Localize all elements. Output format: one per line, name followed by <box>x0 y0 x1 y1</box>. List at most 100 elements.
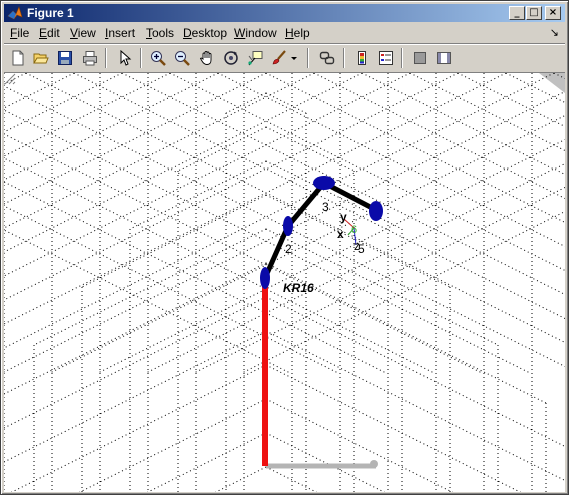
rotate-3d-button[interactable] <box>220 48 242 68</box>
zoom-out-icon <box>175 51 190 66</box>
new-figure-button[interactable] <box>7 48 29 68</box>
grid-line <box>265 466 318 492</box>
grid-line <box>313 73 565 200</box>
joint-3-label: 3 <box>322 200 329 214</box>
menu-insert[interactable]: Insert <box>105 26 136 40</box>
figure-canvas[interactable]: KR16 2 3 5 y x z 6 <box>4 72 565 492</box>
legend-button[interactable] <box>375 48 397 68</box>
new-figure-icon <box>12 50 24 66</box>
robot-link-2 <box>286 181 326 228</box>
shadow-joint <box>370 460 378 468</box>
menu-view[interactable]: View <box>70 26 96 40</box>
grid-line <box>4 73 507 325</box>
link-plot-button[interactable] <box>316 48 338 68</box>
figure-toolbar <box>4 43 565 72</box>
show-plot-tools-button[interactable] <box>433 48 455 68</box>
grid-line <box>457 73 565 128</box>
grid-line <box>146 432 267 492</box>
print-icon <box>83 51 97 66</box>
grid-line <box>4 73 27 85</box>
hide-plot-tools-icon <box>414 52 426 64</box>
grid-line <box>214 466 267 492</box>
colorbar-icon <box>358 51 366 65</box>
menu-file[interactable]: File <box>10 26 30 40</box>
brush-dropdown-button[interactable] <box>289 48 301 68</box>
resize-grip-icon[interactable] <box>4 73 16 85</box>
grid-line <box>553 73 565 80</box>
frame-z-label: z <box>354 239 360 253</box>
maximize-button[interactable]: □ <box>526 6 542 20</box>
brush-button[interactable] <box>268 48 290 68</box>
grid-line <box>33 228 267 346</box>
close-button[interactable]: × <box>545 6 561 20</box>
robot-joint-3 <box>313 176 335 190</box>
grid-line <box>225 92 267 114</box>
menu-help[interactable]: Help <box>285 26 310 40</box>
grid-line <box>97 138 565 374</box>
toolbar-separator <box>140 48 142 68</box>
menu-bar: File Edit View Insert Tools Desktop Wind… <box>4 23 565 42</box>
menu-edit[interactable]: Edit <box>39 26 60 40</box>
grid-line <box>409 73 565 152</box>
data-cursor-button[interactable] <box>244 48 266 68</box>
grid-line <box>4 330 267 463</box>
show-plot-tools-icon <box>437 52 451 64</box>
print-button[interactable] <box>79 48 101 68</box>
menu-window[interactable]: Window <box>234 26 277 40</box>
axes-corner <box>539 73 565 93</box>
joint-5-label: 5 <box>358 242 365 256</box>
toolbar-separator <box>343 48 345 68</box>
joint-2-label: 2 <box>285 242 292 256</box>
robot-joint-2 <box>283 216 293 236</box>
close-icon: × <box>548 7 558 18</box>
pan-button[interactable] <box>196 48 218 68</box>
zoom-in-button[interactable] <box>147 48 169 68</box>
pan-hand-icon <box>199 51 212 65</box>
grid-line <box>129 160 267 230</box>
grid-line <box>4 73 219 181</box>
menu-tools[interactable]: Tools <box>146 26 175 40</box>
robot-link-1 <box>262 224 291 280</box>
maximize-icon: □ <box>529 7 539 18</box>
grid-line <box>265 398 454 492</box>
grid-line <box>265 228 499 346</box>
select-button[interactable] <box>114 48 136 68</box>
floor-grid <box>4 73 565 492</box>
grid-line <box>265 262 547 404</box>
robot-plot[interactable]: KR16 2 3 5 y x z 6 <box>4 73 565 492</box>
grid-line <box>265 92 307 114</box>
grid-line <box>4 133 483 374</box>
grid-line <box>4 262 267 395</box>
save-button[interactable] <box>54 48 76 68</box>
robot-joint-1 <box>260 267 270 289</box>
title-bar[interactable]: Figure 1 _ □ × <box>4 4 565 22</box>
select-arrow-icon <box>120 50 132 66</box>
colorbar-button[interactable] <box>351 48 373 68</box>
rotate-3d-icon <box>224 51 238 65</box>
grid-line <box>4 229 291 374</box>
grid-line <box>217 73 565 248</box>
zoom-in-icon <box>151 51 166 66</box>
brush-icon <box>272 50 286 65</box>
grid-line <box>4 296 267 429</box>
matlab-icon <box>7 6 23 20</box>
menu-desktop[interactable]: Desktop <box>183 26 228 40</box>
window-title: Figure 1 <box>27 6 74 20</box>
data-cursor-icon <box>248 51 263 66</box>
link-plot-icon <box>319 51 335 65</box>
hide-plot-tools-button[interactable] <box>409 48 431 68</box>
grid-line <box>265 73 565 224</box>
dock-figure-icon[interactable]: ↘ <box>549 27 559 39</box>
legend-icon <box>379 51 393 65</box>
toolbar-separator <box>401 48 403 68</box>
grid-line <box>265 296 565 448</box>
minimize-button[interactable]: _ <box>509 6 525 20</box>
grid-line <box>177 126 267 172</box>
grid-line <box>265 364 522 492</box>
grid-line <box>193 186 565 374</box>
grid-line <box>265 126 355 172</box>
zoom-out-button[interactable] <box>171 48 193 68</box>
robot-link-3 <box>322 180 378 213</box>
open-file-button[interactable] <box>30 48 52 68</box>
